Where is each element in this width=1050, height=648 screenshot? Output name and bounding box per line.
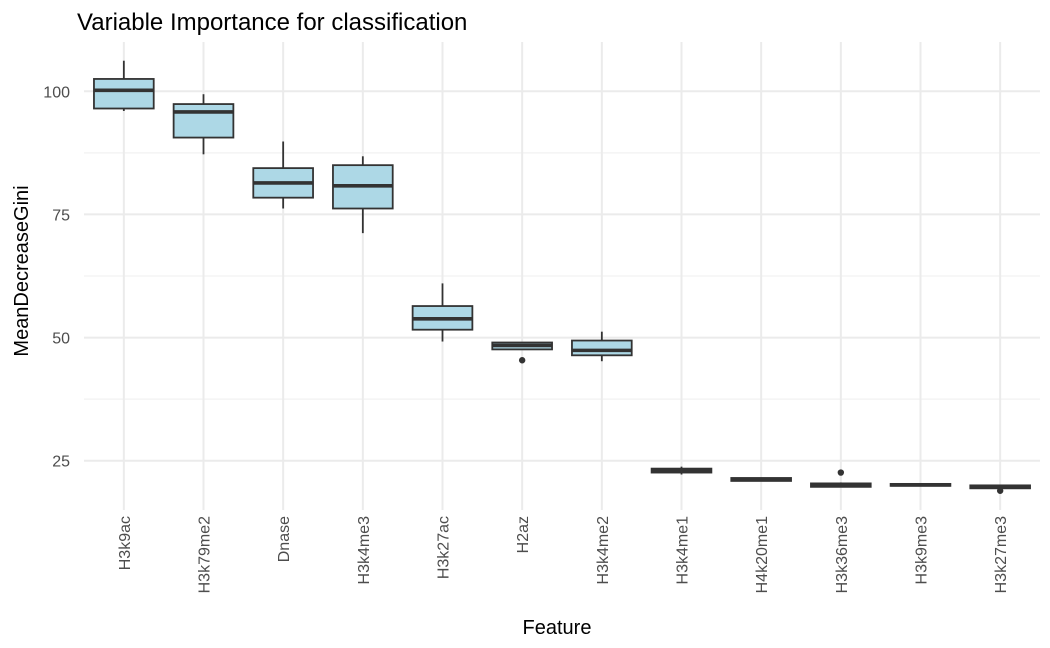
x-tick-label: H3k4me1 (675, 516, 692, 585)
x-tick-label: H3k9ac (117, 516, 134, 570)
y-axis-label: MeanDecreaseGini (11, 185, 33, 356)
box-H3k9me3 (889, 482, 952, 487)
box-body (172, 103, 235, 139)
grid (84, 42, 1040, 510)
outlier-point (518, 357, 526, 364)
x-tick-label: H3k4me3 (356, 516, 373, 585)
x-tick-label: H3k79me2 (197, 516, 214, 593)
x-tick-label: H3k36me3 (834, 516, 851, 593)
y-tick-label: 100 (43, 84, 70, 101)
x-tick-label: H4k20me1 (754, 516, 771, 593)
x-tick-label: H3k4me2 (595, 516, 612, 585)
x-axis-ticks: H3k9ac H3k79me2 Dnase H3k4me3 H3k27ac H2az H3k… (117, 516, 1010, 593)
y-axis-ticks: 25 50 75 100 (43, 84, 70, 470)
box-H3k9ac (93, 60, 155, 111)
box-H3k4me3 (332, 156, 394, 234)
x-tick-label: H3k27ac (436, 516, 453, 579)
chart-title: Variable Importance for classification (77, 9, 467, 36)
box-H3k4me2 (571, 331, 633, 362)
box-H3k36me3 (810, 469, 872, 488)
x-tick-label: H3k27me3 (993, 516, 1010, 593)
x-tick-label: Dnase (276, 516, 293, 562)
box-H3k4me1 (650, 466, 713, 475)
x-axis-label: Feature (523, 617, 592, 639)
box-Dnase (252, 141, 314, 209)
box-H2az (491, 341, 553, 364)
x-tick-label: H2az (515, 516, 532, 553)
box-H3k27me3 (969, 484, 1031, 494)
outlier-point (837, 469, 845, 476)
x-tick-label: H3k9me3 (914, 516, 931, 585)
y-tick-label: 50 (52, 331, 70, 348)
box-H4k20me1 (730, 477, 792, 482)
y-tick-label: 25 (52, 454, 70, 471)
outlier-point (996, 487, 1004, 494)
box-H3k79me2 (172, 94, 235, 155)
boxes (93, 60, 1031, 494)
box-body (571, 339, 633, 357)
y-tick-label: 75 (52, 207, 70, 224)
box-H3k27ac (411, 283, 474, 342)
box-body (93, 78, 155, 110)
